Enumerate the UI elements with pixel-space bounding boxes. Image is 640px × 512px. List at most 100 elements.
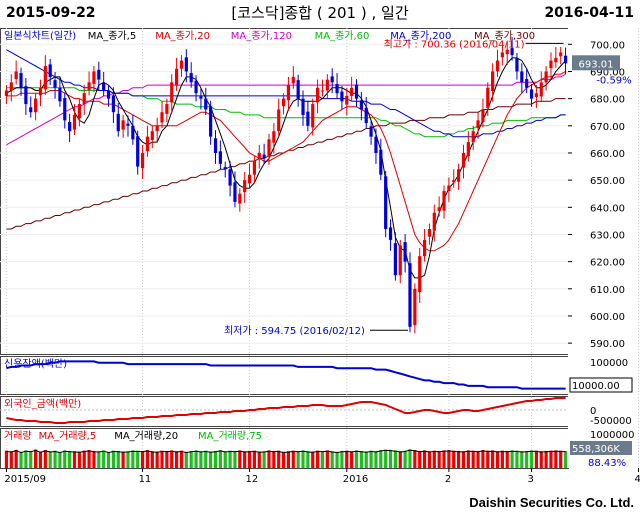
candle-body	[150, 131, 154, 140]
volume-bar	[306, 451, 310, 468]
volume-bar	[301, 450, 305, 468]
volume-bar	[175, 451, 179, 468]
volume-bar	[461, 451, 466, 468]
volume-bar	[155, 451, 159, 468]
candle-body	[350, 87, 354, 96]
candle-body	[24, 86, 28, 105]
volume-bar	[466, 450, 470, 468]
volume-bar	[29, 450, 33, 468]
volume-bar	[335, 451, 339, 468]
volume-bar	[442, 450, 446, 468]
candle-body	[534, 93, 538, 98]
volume-bar	[286, 451, 291, 468]
volume-bar	[398, 451, 402, 468]
end-date-label: 2016-04-11	[544, 5, 634, 21]
volume-bar	[413, 450, 417, 468]
volume-bar	[559, 450, 563, 468]
volume-legend-item: MA_거래량,75	[198, 430, 262, 442]
current-price-tag	[572, 55, 620, 71]
volume-bar	[320, 450, 325, 468]
candle-body	[111, 95, 115, 113]
volume-bar	[510, 450, 514, 468]
current-volume: 558,306K	[572, 444, 620, 455]
y-tick-label: 620.00	[590, 258, 625, 269]
volume-bar	[520, 451, 524, 468]
volume-bar	[140, 450, 145, 468]
stock-chart[interactable]: 2015/09 11 12 2016 2 3 4 590.00 600.00 610.00 620.…	[0, 26, 640, 488]
volume-bar	[354, 450, 359, 468]
volume-bar	[505, 450, 509, 468]
x-tick-label: 2016	[343, 474, 368, 485]
candle-body	[63, 98, 67, 121]
candle-body	[364, 107, 368, 124]
candle-body	[296, 80, 300, 99]
candle-body	[243, 180, 247, 193]
volume-legend-item: 거래량	[4, 430, 32, 442]
volume-bar	[296, 450, 300, 468]
foreign-legend: 외국인_금액(백만)	[4, 398, 81, 410]
start-date-label: 2015-09-22	[6, 5, 96, 21]
volume-bar	[272, 450, 276, 468]
candle-body	[335, 83, 339, 94]
ma5-line	[6, 57, 566, 279]
volume-bar	[126, 451, 130, 468]
candle-body	[495, 60, 500, 72]
candle-body	[457, 169, 461, 182]
candle-body	[442, 191, 446, 211]
volume-bar	[281, 451, 286, 468]
candle-body	[29, 107, 33, 113]
candle-body	[140, 152, 145, 169]
volume-bar	[252, 450, 256, 468]
credit-current-value: 10000.00	[572, 381, 620, 392]
volume-bar	[437, 450, 441, 468]
volume-bar	[223, 451, 227, 468]
volume-bar	[325, 450, 329, 468]
volume-bar	[408, 449, 412, 468]
candle-body	[170, 82, 174, 103]
volume-ratio: 88.43%	[588, 458, 626, 469]
candle-body	[388, 227, 393, 240]
candle-body	[539, 82, 543, 97]
y-tick-label: 700.00	[590, 40, 625, 51]
volume-bar	[204, 450, 208, 468]
foreign-amount-line	[6, 397, 566, 424]
price-legend-item: MA_종가,300	[474, 30, 535, 42]
volume-bar	[131, 450, 135, 468]
candle-body	[252, 161, 256, 175]
candle-body	[53, 80, 57, 88]
volume-bar	[145, 450, 150, 468]
volume-bar	[379, 450, 383, 468]
credit-balance-line	[6, 360, 566, 390]
volume-bar	[9, 451, 13, 468]
candle-body	[403, 242, 407, 262]
volume-bar	[19, 451, 23, 468]
volume-legend-item: MA_거래량,5	[39, 430, 97, 442]
volume-bar	[111, 450, 115, 468]
ma20-line	[6, 71, 566, 252]
candle-body	[87, 82, 91, 90]
volume-bar	[165, 450, 169, 468]
volume-bar	[238, 450, 242, 468]
volume-bar	[72, 451, 77, 468]
volume-bar	[77, 451, 81, 468]
chart-title: [코스닥]종합 ( 201 ) , 일간	[231, 4, 409, 22]
volume-bar	[544, 450, 548, 468]
candle-body	[354, 84, 359, 99]
candle-body	[510, 48, 514, 56]
candle-body	[131, 125, 135, 140]
low-annotation: 최저가 : 594.75 (2016/02/12)	[224, 325, 365, 337]
volume-bar	[150, 451, 154, 468]
price-legend-item: MA_종가,120	[231, 30, 292, 42]
x-tick-label: 11	[139, 474, 152, 485]
candle-body	[48, 64, 52, 77]
candle-body	[121, 120, 125, 130]
candle-body	[398, 245, 402, 276]
volume-bar	[422, 450, 427, 468]
candle-body	[325, 79, 329, 91]
candle-body	[320, 90, 325, 92]
x-tick-label: 2	[445, 474, 451, 485]
volume-bar	[491, 450, 495, 468]
volume-bar	[82, 450, 86, 468]
candle-body	[136, 136, 140, 167]
y-tick-label: 630.00	[590, 230, 625, 241]
